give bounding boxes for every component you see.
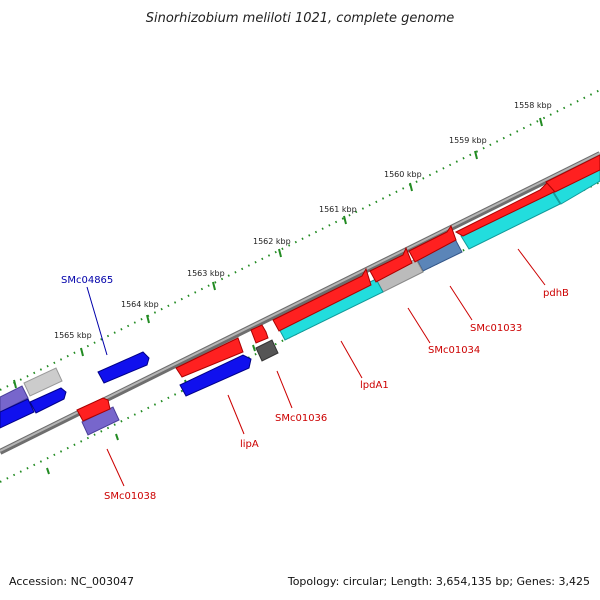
gene-SMc04865[interactable] xyxy=(97,351,150,384)
tick-label-1562: 1562 kbp xyxy=(253,237,291,246)
gene-reverse-left-1[interactable] xyxy=(29,387,67,414)
outer-ruler-dots xyxy=(0,89,600,391)
gene-SMc01034[interactable] xyxy=(369,246,413,283)
gene-pdhB-continuation[interactable] xyxy=(545,154,600,193)
tick-label-1559: 1559 kbp xyxy=(449,136,487,145)
gene-label-lpdA1: lpdA1 xyxy=(360,380,389,391)
gene-lpdA1[interactable] xyxy=(272,267,372,332)
gene-SMc01038[interactable] xyxy=(76,397,111,422)
gene-label-SMc04865: SMc04865 xyxy=(61,275,113,286)
label-leader-lines xyxy=(86,248,546,487)
tick-label-1564: 1564 kbp xyxy=(121,300,159,309)
outer-ruler-major-ticks xyxy=(13,117,543,389)
tick-label-1558: 1558 kbp xyxy=(514,101,552,110)
tick-label-1561: 1561 kbp xyxy=(319,205,357,214)
tick-label-1563: 1563 kbp xyxy=(187,269,225,278)
gene-label-SMc01033: SMc01033 xyxy=(470,323,522,334)
cog-block-left-1[interactable] xyxy=(0,385,29,413)
gene-label-lipA: lipA xyxy=(240,439,259,450)
gene-label-pdhB: pdhB xyxy=(543,288,569,299)
gene-label-SMc01034: SMc01034 xyxy=(428,345,480,356)
outer-ruler: 1558 kbp 1559 kbp 1560 kbp 1561 kbp 1562… xyxy=(0,89,600,391)
cog-block-left-2[interactable] xyxy=(23,367,63,397)
cog-track xyxy=(0,167,600,436)
gene-reverse-left-2[interactable] xyxy=(0,398,35,429)
accession-text: Accession: NC_003047 xyxy=(9,575,134,588)
map-title: Sinorhizobium meliloti 1021, complete ge… xyxy=(146,11,455,26)
reverse-genes xyxy=(0,351,252,429)
forward-genes xyxy=(76,154,600,422)
gene-reverse-1[interactable] xyxy=(179,354,252,397)
cog-block-SMc01036[interactable] xyxy=(255,339,279,362)
gene-label-SMc01038: SMc01038 xyxy=(104,491,156,502)
gene-lipA[interactable] xyxy=(175,337,244,378)
gene-SMc01033[interactable] xyxy=(408,224,457,263)
gene-label-SMc01036: SMc01036 xyxy=(275,413,327,424)
tick-label-1560: 1560 kbp xyxy=(384,170,422,179)
tick-label-1565: 1565 kbp xyxy=(54,331,92,340)
topology-text: Topology: circular; Length: 3,654,135 bp… xyxy=(287,575,590,588)
gene-SMc01036[interactable] xyxy=(250,324,269,344)
